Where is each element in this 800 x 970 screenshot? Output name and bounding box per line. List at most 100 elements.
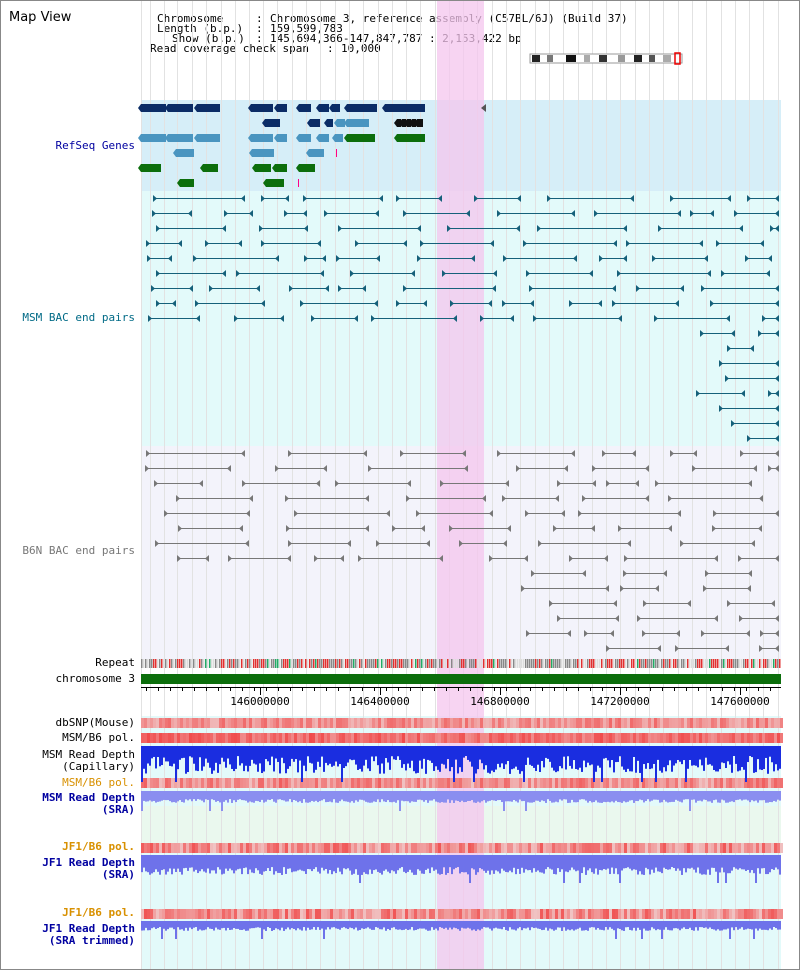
repeat-mark: [275, 659, 277, 668]
depth-bar: [267, 921, 269, 928]
depth-bar: [673, 921, 675, 929]
heat-cell: [732, 843, 735, 853]
heat-cell: [282, 843, 285, 853]
heat-cell: [705, 778, 708, 788]
msm-bac-pair-end: [153, 195, 157, 202]
depth-bar: [679, 855, 681, 871]
heat-cell: [780, 909, 783, 919]
depth-bar: [187, 791, 189, 801]
heat-cell: [156, 778, 159, 788]
depth-bar: [377, 921, 379, 928]
depth-bar: [419, 746, 421, 761]
depth-bar: [145, 791, 147, 802]
depth-bar: [493, 791, 495, 801]
depth-bar: [213, 855, 215, 871]
b6n-bac-pair-end: [624, 555, 628, 562]
msm-bac-pair-end: [775, 285, 779, 292]
heat-cell: [192, 909, 195, 919]
heat-cell: [624, 718, 627, 728]
depth-bar: [211, 746, 213, 774]
heat-cell: [195, 733, 198, 743]
depth-bar: [715, 791, 717, 800]
depth-bar: [317, 791, 319, 803]
depth-bar: [613, 921, 615, 931]
heat-cell: [489, 718, 492, 728]
depth-bar: [569, 791, 571, 803]
depth-bar: [205, 921, 207, 930]
depth-bar: [597, 921, 599, 929]
heat-cell: [663, 778, 666, 788]
heat-cell: [210, 843, 213, 853]
repeat-mark: [675, 659, 677, 668]
heat-cell: [246, 909, 249, 919]
heat-cell: [540, 778, 543, 788]
heat-cell: [543, 718, 546, 728]
heat-cell: [447, 778, 450, 788]
repeat-mark: [573, 659, 575, 668]
depth-bar: [157, 791, 159, 802]
heat-cell: [375, 843, 378, 853]
repeat-mark: [297, 659, 299, 668]
depth-bar: [761, 855, 763, 869]
heat-cell: [285, 909, 288, 919]
depth-bar: [219, 855, 221, 870]
b6n-bac-pair-end: [199, 480, 203, 487]
repeat-mark: [165, 659, 167, 668]
b6n-bac-pair-end: [775, 630, 779, 637]
heat-cell: [318, 778, 321, 788]
repeat-mark: [237, 659, 239, 668]
depth-bar: [365, 921, 367, 929]
heat-cell: [438, 718, 441, 728]
heat-cell: [663, 909, 666, 919]
depth-bar: [405, 791, 407, 802]
depth-bar: [291, 855, 293, 873]
heat-cell: [666, 843, 669, 853]
heat-cell: [336, 778, 339, 788]
heat-cell: [384, 778, 387, 788]
depth-bar: [373, 791, 375, 802]
depth-bar: [409, 921, 411, 930]
heat-cell: [651, 843, 654, 853]
heat-cell: [717, 718, 720, 728]
heat-cell: [432, 733, 435, 743]
heat-cell: [384, 909, 387, 919]
heat-cell: [681, 718, 684, 728]
heat-cell: [402, 909, 405, 919]
depth-bar: [225, 791, 227, 801]
heat-cell: [594, 778, 597, 788]
depth-bar: [205, 746, 207, 759]
depth-bar: [487, 855, 489, 871]
b6n-bac-pair-end: [524, 555, 528, 562]
heat-cell: [540, 718, 543, 728]
depth-bar: [491, 921, 493, 931]
depth-bar: [663, 746, 665, 768]
repeat-mark: [313, 659, 315, 668]
depth-bar: [459, 791, 461, 803]
repeat-mark: [539, 659, 541, 668]
b6n-bac-pair-end: [591, 525, 595, 532]
repeat-mark: [493, 659, 495, 668]
depth-bar: [705, 791, 707, 800]
depth-bar: [625, 921, 627, 928]
repeat-mark: [565, 659, 567, 668]
heat-cell: [513, 909, 516, 919]
depth-bar: [227, 791, 229, 803]
depth-bar: [387, 746, 389, 763]
depth-bar: [475, 855, 477, 875]
msm-bac-pair-end: [189, 285, 193, 292]
msm-bac-pair-end: [529, 285, 533, 292]
b6n-bac-pair-end: [680, 540, 684, 547]
b6n-bac-pair-end: [567, 630, 571, 637]
heat-cell: [711, 909, 714, 919]
depth-bar: [635, 855, 637, 870]
msm-bac-pair-end: [303, 195, 307, 202]
depth-bar: [613, 791, 615, 803]
msm-bac-pair-end: [589, 270, 593, 277]
heat-cell: [270, 843, 273, 853]
msm-bac-pair-end: [324, 210, 328, 217]
depth-bar: [605, 791, 607, 803]
depth-bar: [227, 921, 229, 928]
b6n-bac-pair-end: [561, 510, 565, 517]
heat-cell: [165, 718, 168, 728]
depth-bar: [521, 855, 523, 868]
